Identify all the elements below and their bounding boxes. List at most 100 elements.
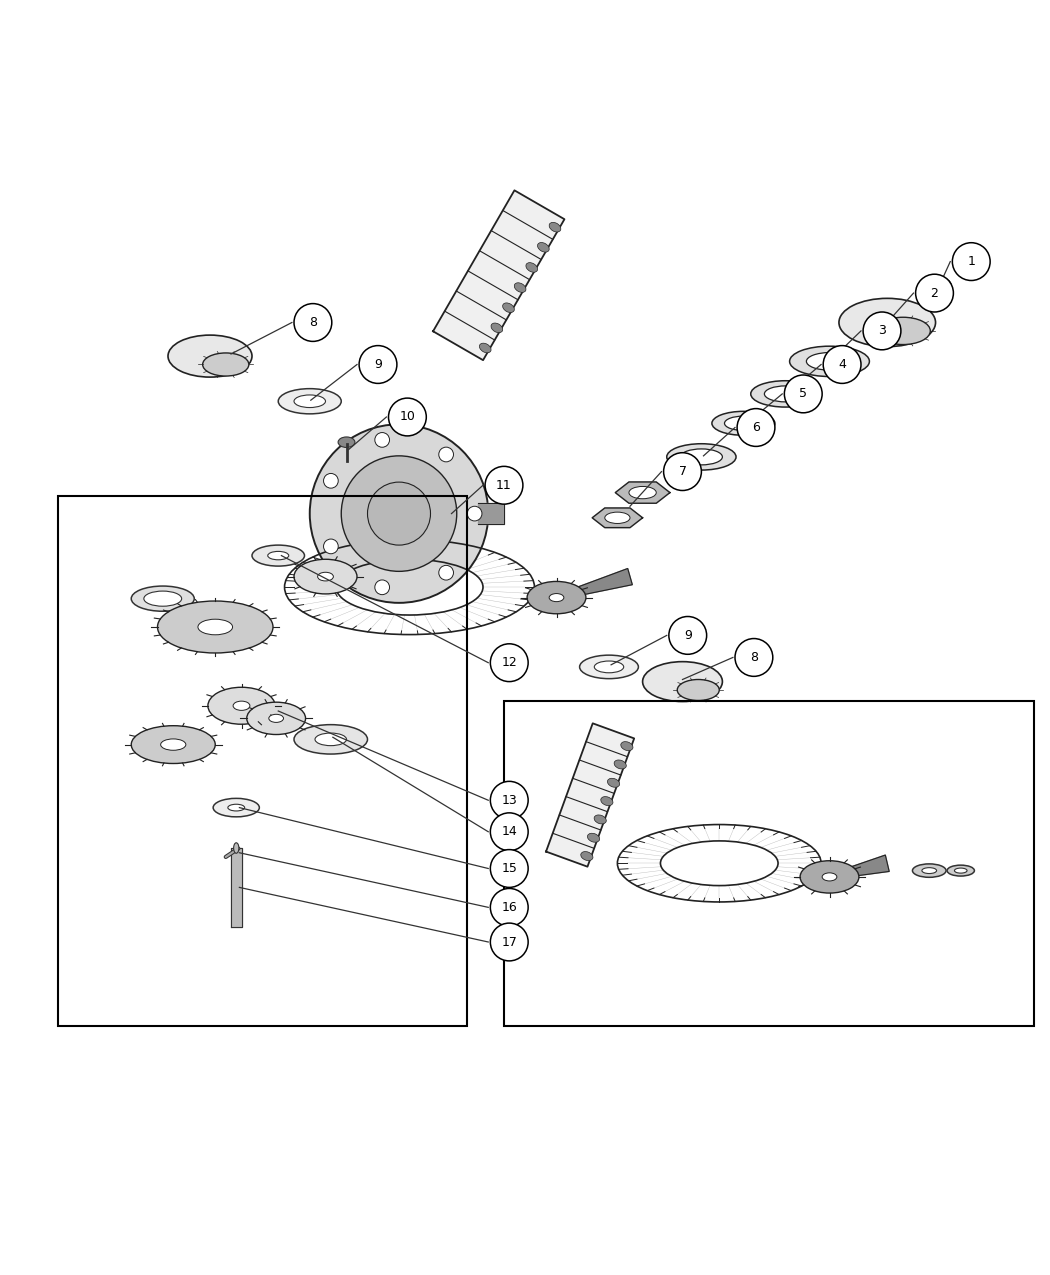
Ellipse shape	[549, 222, 561, 232]
Circle shape	[375, 580, 390, 594]
Ellipse shape	[601, 797, 613, 806]
Circle shape	[490, 923, 528, 961]
Text: 8: 8	[750, 652, 758, 664]
Ellipse shape	[594, 815, 606, 824]
Text: 13: 13	[502, 794, 517, 807]
Ellipse shape	[203, 353, 249, 376]
Polygon shape	[627, 829, 812, 899]
Circle shape	[439, 565, 454, 580]
Ellipse shape	[252, 546, 304, 566]
Circle shape	[467, 506, 482, 521]
Circle shape	[490, 644, 528, 682]
Ellipse shape	[677, 680, 719, 700]
Ellipse shape	[928, 278, 951, 295]
Ellipse shape	[228, 805, 245, 811]
Circle shape	[359, 346, 397, 384]
Text: 14: 14	[502, 825, 517, 838]
Ellipse shape	[922, 868, 937, 873]
Ellipse shape	[621, 742, 633, 751]
Ellipse shape	[158, 601, 273, 653]
Ellipse shape	[213, 798, 259, 817]
Ellipse shape	[480, 343, 491, 353]
Ellipse shape	[876, 317, 930, 344]
Circle shape	[490, 782, 528, 819]
Text: 15: 15	[501, 862, 518, 875]
Text: 7: 7	[678, 465, 687, 478]
Circle shape	[490, 849, 528, 887]
Ellipse shape	[954, 868, 967, 873]
Circle shape	[735, 639, 773, 676]
Ellipse shape	[161, 740, 186, 750]
Ellipse shape	[764, 386, 806, 402]
Ellipse shape	[247, 703, 306, 734]
Ellipse shape	[712, 412, 775, 435]
Circle shape	[863, 312, 901, 349]
Ellipse shape	[208, 687, 275, 724]
Text: 12: 12	[502, 657, 517, 669]
Text: 8: 8	[309, 316, 317, 329]
Ellipse shape	[514, 283, 526, 292]
Text: 4: 4	[838, 358, 846, 371]
Text: 3: 3	[878, 324, 886, 338]
Polygon shape	[592, 507, 643, 528]
Ellipse shape	[491, 323, 503, 333]
Ellipse shape	[168, 335, 252, 377]
Ellipse shape	[527, 581, 586, 613]
Bar	[504, 700, 1034, 1026]
Circle shape	[952, 242, 990, 280]
Ellipse shape	[131, 586, 194, 611]
Bar	[58, 496, 467, 1026]
Circle shape	[323, 473, 338, 488]
Ellipse shape	[144, 592, 182, 606]
Circle shape	[388, 398, 426, 436]
Ellipse shape	[233, 701, 250, 710]
Ellipse shape	[278, 389, 341, 414]
Text: 9: 9	[684, 629, 692, 641]
Ellipse shape	[629, 487, 656, 499]
Ellipse shape	[294, 560, 357, 594]
Ellipse shape	[822, 873, 837, 881]
Ellipse shape	[594, 660, 624, 673]
Ellipse shape	[268, 551, 289, 560]
Ellipse shape	[751, 381, 820, 407]
Circle shape	[375, 432, 390, 448]
Circle shape	[323, 539, 338, 553]
Text: 1: 1	[967, 255, 975, 268]
Text: 5: 5	[799, 388, 807, 400]
Ellipse shape	[538, 242, 549, 252]
Circle shape	[784, 375, 822, 413]
Polygon shape	[294, 543, 525, 631]
Ellipse shape	[800, 861, 859, 892]
Ellipse shape	[526, 263, 538, 273]
Text: 2: 2	[930, 287, 939, 300]
Ellipse shape	[503, 303, 514, 312]
Ellipse shape	[580, 655, 638, 678]
Ellipse shape	[839, 298, 936, 347]
Text: 16: 16	[502, 901, 517, 914]
Ellipse shape	[549, 594, 564, 602]
Ellipse shape	[294, 724, 367, 754]
Circle shape	[737, 408, 775, 446]
Text: 10: 10	[399, 411, 416, 423]
Ellipse shape	[233, 843, 239, 853]
Ellipse shape	[197, 620, 233, 635]
Ellipse shape	[315, 733, 346, 746]
Ellipse shape	[667, 444, 736, 470]
Ellipse shape	[724, 416, 762, 431]
Text: 11: 11	[497, 478, 512, 492]
Polygon shape	[231, 848, 242, 927]
Circle shape	[916, 274, 953, 312]
Ellipse shape	[269, 714, 284, 723]
Circle shape	[485, 467, 523, 504]
Polygon shape	[828, 856, 889, 880]
Text: 17: 17	[501, 936, 518, 949]
Ellipse shape	[614, 760, 626, 769]
Ellipse shape	[608, 778, 619, 787]
Ellipse shape	[643, 662, 722, 701]
Circle shape	[490, 889, 528, 926]
Circle shape	[368, 482, 430, 546]
Circle shape	[341, 456, 457, 571]
Circle shape	[294, 303, 332, 342]
Ellipse shape	[790, 347, 869, 376]
Ellipse shape	[912, 864, 946, 877]
